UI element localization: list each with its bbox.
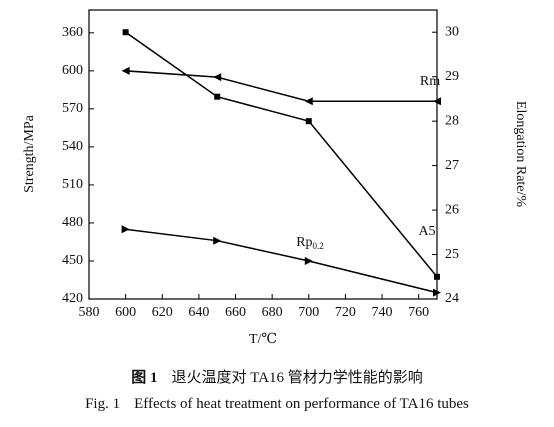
marker	[433, 288, 441, 297]
series-name: Rp	[296, 235, 312, 250]
marker	[433, 97, 441, 106]
y-tick-label: 450	[62, 253, 83, 268]
y-tick-label: 570	[62, 101, 83, 116]
caption-cn: 图 1 退火温度对 TA16 管材力学性能的影响	[131, 369, 423, 386]
series-label: Rm	[420, 74, 440, 89]
x-tick-label: 600	[115, 305, 136, 320]
series-line	[125, 228, 438, 294]
series-name: A5	[418, 224, 435, 239]
y2-tick-label: 26	[445, 202, 459, 217]
x-tick-label: 700	[298, 305, 319, 320]
marker	[121, 66, 130, 75]
y2-axis-title: Elongation Rate/%	[513, 101, 528, 207]
y2-tick-label: 30	[445, 24, 459, 39]
marker	[434, 273, 440, 280]
caption-label: 图 1	[131, 369, 157, 386]
x-tick-label: 740	[372, 305, 393, 320]
y-axis-title: Strength/MPa	[22, 114, 37, 193]
marker	[304, 97, 313, 106]
series-name: Rm	[420, 74, 440, 89]
marker	[121, 225, 130, 234]
caption-text: 退火温度对 TA16 管材力学性能的影响	[171, 369, 422, 386]
marker	[305, 118, 312, 125]
y-tick-label: 360	[62, 25, 83, 40]
x-tick-label: 680	[262, 305, 283, 320]
y2-tick-label: 25	[445, 247, 459, 262]
x-tick-label: 640	[188, 305, 209, 320]
y-tick-label: 420	[62, 291, 83, 306]
x-tick-label: 580	[79, 305, 100, 320]
x-tick-label: 720	[335, 305, 356, 320]
caption-text: Effects of heat treatment on performance…	[134, 396, 469, 412]
series-label: Rp0.2	[296, 235, 324, 251]
marker	[213, 73, 222, 82]
y-tick-label: 480	[62, 215, 83, 230]
marker	[122, 29, 129, 36]
x-tick-label: 660	[225, 305, 246, 320]
y2-tick-label: 27	[445, 158, 459, 173]
caption-en: Fig. 1 Effects of heat treatment on perfo…	[85, 396, 469, 412]
series-line	[125, 70, 437, 103]
y2-tick-label: 28	[445, 113, 459, 128]
marker	[304, 256, 313, 265]
x-tick-label: 620	[152, 305, 173, 320]
marker	[213, 236, 222, 245]
y-tick-label: 540	[62, 139, 83, 154]
marker	[214, 93, 221, 100]
series-label: A5	[418, 224, 435, 239]
caption-label: Fig. 1	[85, 396, 120, 412]
plot-frame	[88, 9, 438, 300]
x-axis-title: T/℃	[249, 332, 277, 347]
y2-tick-label: 24	[445, 291, 459, 306]
y-tick-label: 600	[62, 63, 83, 78]
y-tick-label: 510	[62, 177, 83, 192]
y2-tick-label: 29	[445, 69, 459, 84]
series-name-sub: 0.2	[313, 241, 324, 251]
series-line	[125, 31, 438, 278]
x-tick-label: 760	[408, 305, 429, 320]
